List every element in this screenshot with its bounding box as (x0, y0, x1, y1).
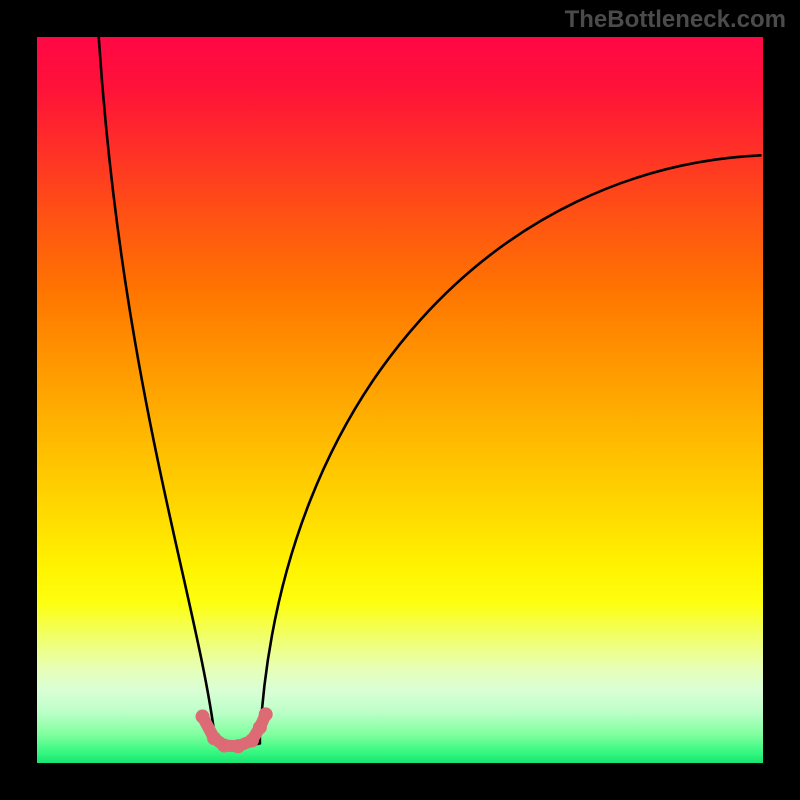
marker-dot (231, 739, 245, 753)
marker-dot (196, 710, 210, 724)
marker-dot (253, 720, 267, 734)
marker-dot (245, 733, 259, 747)
marker-dot (217, 739, 231, 753)
bottleneck-curve (99, 37, 762, 745)
marker-dot (259, 707, 273, 721)
chart-overlay (0, 0, 800, 800)
watermark-text: TheBottleneck.com (565, 6, 786, 34)
chart-canvas: TheBottleneck.com (0, 0, 800, 800)
